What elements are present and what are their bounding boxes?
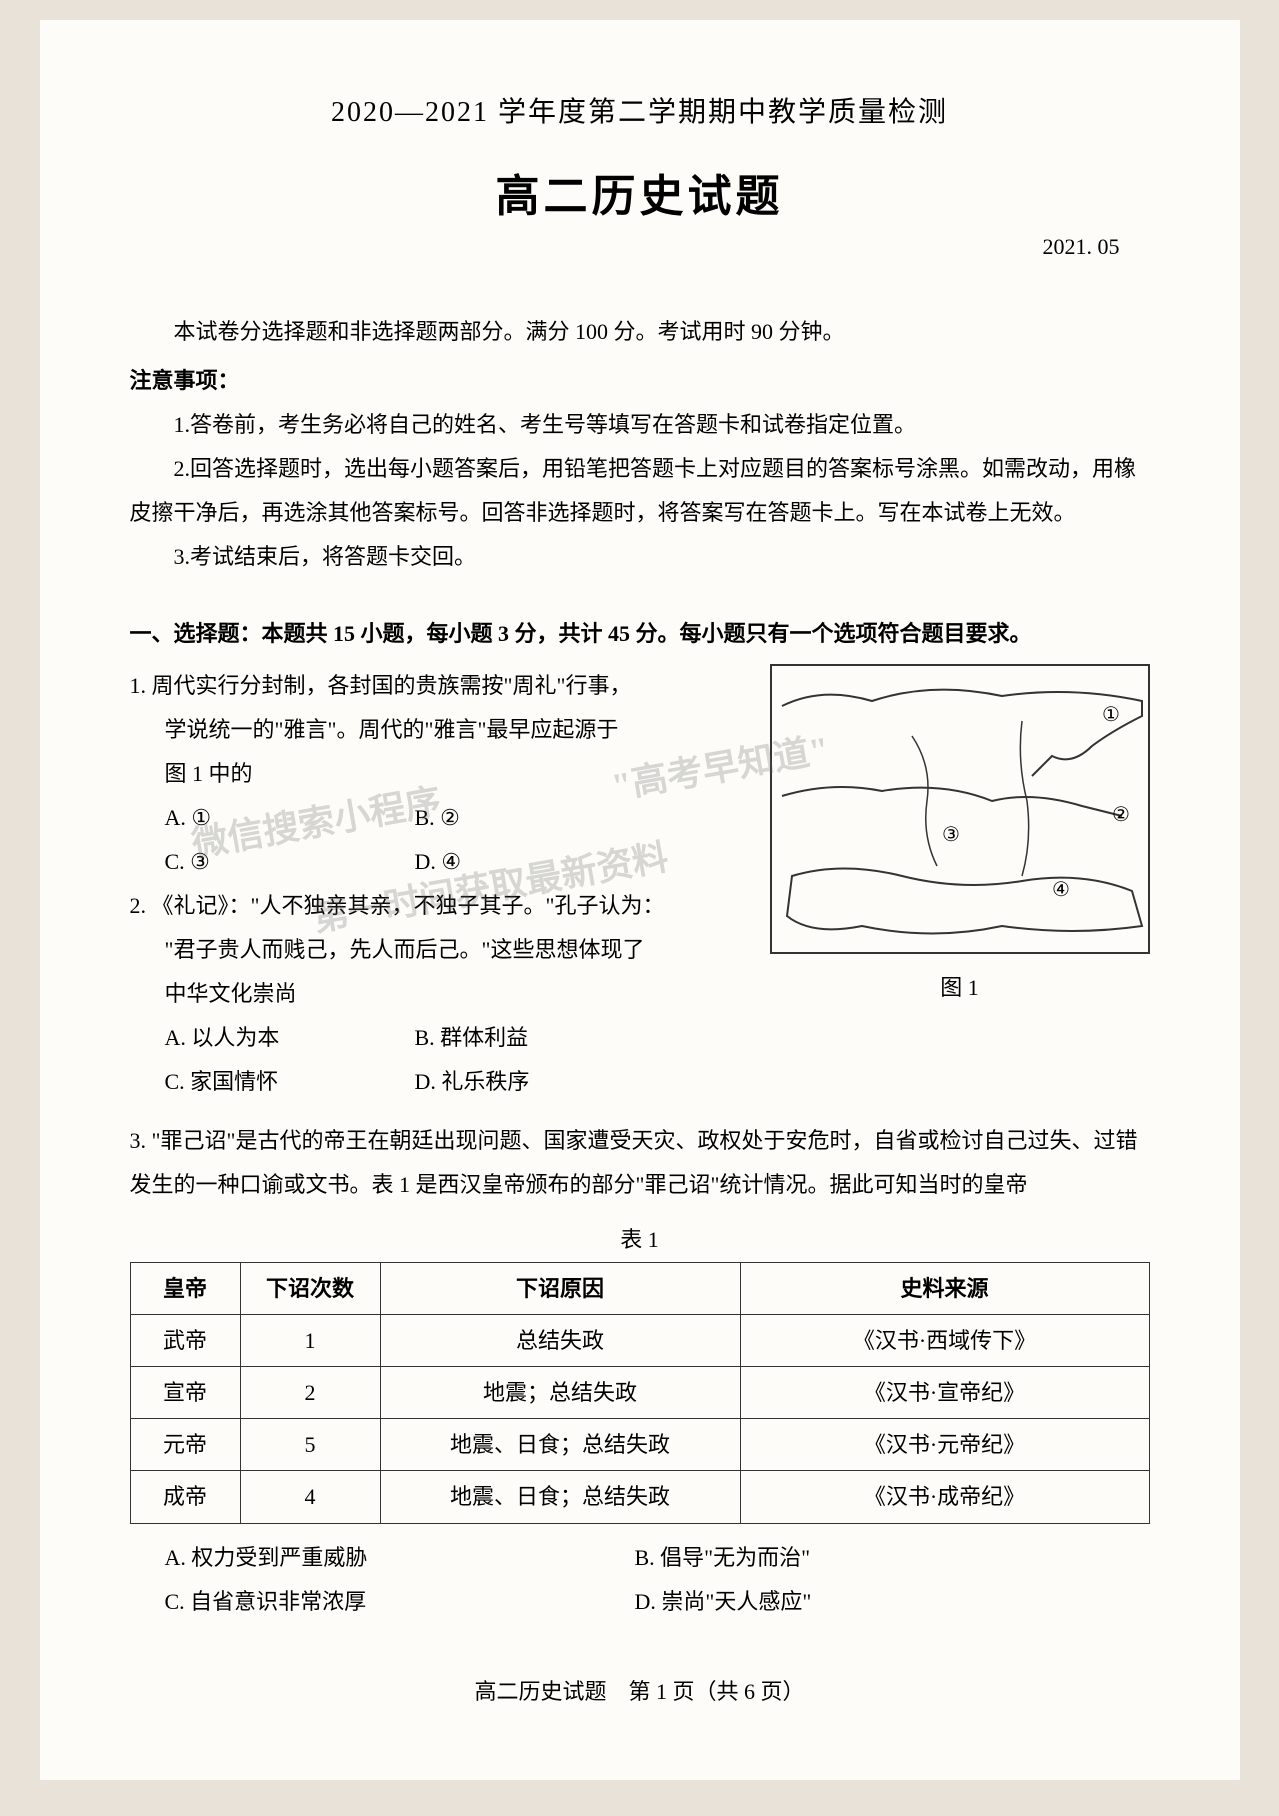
q1-line2: 学说统一的"雅言"。周代的"雅言"最早应起源于: [130, 708, 750, 752]
questions-left-col: 1. 周代实行分封制，各封国的贵族需按"周礼"行事， 学说统一的"雅言"。周代的…: [130, 664, 750, 1104]
table-1: 皇帝 下诏次数 下诏原因 史料来源 武帝 1 总结失政 《汉书·西域传下》 宣帝…: [130, 1262, 1150, 1524]
figure-1-caption: 图 1: [770, 970, 1150, 1002]
q3: 3. "罪己诏"是古代的帝王在朝廷出现问题、国家遭受天灾、政权处于安危时，自省或…: [130, 1119, 1150, 1207]
q3-opt-a: A. 权力受到严重威胁: [165, 1536, 635, 1580]
q1-options-row1: A. ① B. ②: [130, 796, 750, 840]
cell: 《汉书·西域传下》: [740, 1314, 1149, 1366]
intro-text: 本试卷分选择题和非选择题两部分。满分 100 分。考试用时 90 分钟。: [130, 310, 1150, 354]
table-row: 宣帝 2 地震；总结失政 《汉书·宣帝纪》: [130, 1366, 1149, 1418]
semester-title: 2020—2021 学年度第二学期期中教学质量检测: [130, 90, 1150, 130]
cell: 地震、日食；总结失政: [380, 1471, 740, 1523]
q2-line2: "君子贵人而贱己，先人而后己。"这些思想体现了: [130, 928, 750, 972]
cell: 1: [240, 1314, 380, 1366]
figure-1-map: ① ② ③ ④: [770, 664, 1150, 954]
q1-number: 1.: [130, 673, 147, 698]
q2-line3: 中华文化崇尚: [130, 972, 750, 1016]
map-svg: ① ② ③ ④: [772, 666, 1148, 952]
q1-opt-b: B. ②: [415, 796, 665, 840]
notice-heading: 注意事项：: [130, 359, 1150, 403]
q2-number: 2.: [130, 893, 147, 918]
cell: 《汉书·元帝纪》: [740, 1419, 1149, 1471]
q2-line1: 《礼记》："人不独亲其亲，不独子其子。"孔子认为：: [152, 893, 665, 918]
cell: 4: [240, 1471, 380, 1523]
q2-opt-d: D. 礼乐秩序: [415, 1060, 665, 1104]
q2-opt-c: C. 家国情怀: [165, 1060, 415, 1104]
cell: 5: [240, 1419, 380, 1471]
page-footer: 高二历史试题 第 1 页（共 6 页）: [130, 1674, 1150, 1706]
cell: 宣帝: [130, 1366, 240, 1418]
exam-date: 2021. 05: [130, 234, 1150, 260]
q3-text: "罪己诏"是古代的帝王在朝廷出现问题、国家遭受天灾、政权处于安危时，自省或检讨自…: [130, 1128, 1138, 1197]
cell: 成帝: [130, 1471, 240, 1523]
q3-number: 3.: [130, 1128, 147, 1153]
table-row: 元帝 5 地震、日食；总结失政 《汉书·元帝纪》: [130, 1419, 1149, 1471]
q1-line1: 周代实行分封制，各封国的贵族需按"周礼"行事，: [152, 673, 632, 698]
table-1-caption: 表 1: [130, 1222, 1150, 1254]
q1-options-row2: C. ③ D. ④: [130, 840, 750, 884]
th-reason: 下诏原因: [380, 1262, 740, 1314]
table-row: 武帝 1 总结失政 《汉书·西域传下》: [130, 1314, 1149, 1366]
table-row: 成帝 4 地震、日食；总结失政 《汉书·成帝纪》: [130, 1471, 1149, 1523]
cell: 地震、日食；总结失政: [380, 1419, 740, 1471]
cell: 2: [240, 1366, 380, 1418]
main-title: 高二历史试题: [130, 160, 1150, 224]
cell: 元帝: [130, 1419, 240, 1471]
cell: 《汉书·成帝纪》: [740, 1471, 1149, 1523]
section-1-title: 一、选择题：本题共 15 小题，每小题 3 分，共计 45 分。每小题只有一个选…: [130, 614, 1150, 654]
q3-opt-b: B. 倡导"无为而治": [635, 1536, 1105, 1580]
th-emperor: 皇帝: [130, 1262, 240, 1314]
q1-opt-a: A. ①: [165, 796, 415, 840]
cell: 武帝: [130, 1314, 240, 1366]
map-label-1: ①: [1102, 704, 1120, 726]
map-label-3: ③: [942, 824, 960, 846]
q1-opt-c: C. ③: [165, 840, 415, 884]
q1: 1. 周代实行分封制，各封国的贵族需按"周礼"行事，: [130, 664, 750, 708]
q3-options-row2: C. 自省意识非常浓厚 D. 崇尚"天人感应": [130, 1580, 1150, 1624]
cell: 地震；总结失政: [380, 1366, 740, 1418]
q3-opt-c: C. 自省意识非常浓厚: [165, 1580, 635, 1624]
q2-options-row1: A. 以人为本 B. 群体利益: [130, 1016, 750, 1060]
q3-opt-d: D. 崇尚"天人感应": [635, 1580, 1105, 1624]
th-source: 史料来源: [740, 1262, 1149, 1314]
table-header-row: 皇帝 下诏次数 下诏原因 史料来源: [130, 1262, 1149, 1314]
th-count: 下诏次数: [240, 1262, 380, 1314]
q2-opt-a: A. 以人为本: [165, 1016, 415, 1060]
notice-item-2: 2.回答选择题时，选出每小题答案后，用铅笔把答题卡上对应题目的答案标号涂黑。如需…: [130, 447, 1150, 535]
notice-item-3: 3.考试结束后，将答题卡交回。: [130, 535, 1150, 579]
q2-opt-b: B. 群体利益: [415, 1016, 665, 1060]
cell: 总结失政: [380, 1314, 740, 1366]
exam-page: 2020—2021 学年度第二学期期中教学质量检测 高二历史试题 2021. 0…: [40, 20, 1240, 1780]
q1-q2-block: 1. 周代实行分封制，各封国的贵族需按"周礼"行事， 学说统一的"雅言"。周代的…: [130, 664, 1150, 1104]
notice-item-1: 1.答卷前，考生务必将自己的姓名、考生号等填写在答题卡和试卷指定位置。: [130, 403, 1150, 447]
cell: 《汉书·宣帝纪》: [740, 1366, 1149, 1418]
q3-options-row1: A. 权力受到严重威胁 B. 倡导"无为而治": [130, 1536, 1150, 1580]
q2-options-row2: C. 家国情怀 D. 礼乐秩序: [130, 1060, 750, 1104]
q1-line3: 图 1 中的: [130, 752, 750, 796]
q1-opt-d: D. ④: [415, 840, 665, 884]
map-label-4: ④: [1052, 879, 1070, 901]
map-label-2: ②: [1112, 804, 1130, 826]
q2: 2. 《礼记》："人不独亲其亲，不独子其子。"孔子认为：: [130, 884, 750, 928]
